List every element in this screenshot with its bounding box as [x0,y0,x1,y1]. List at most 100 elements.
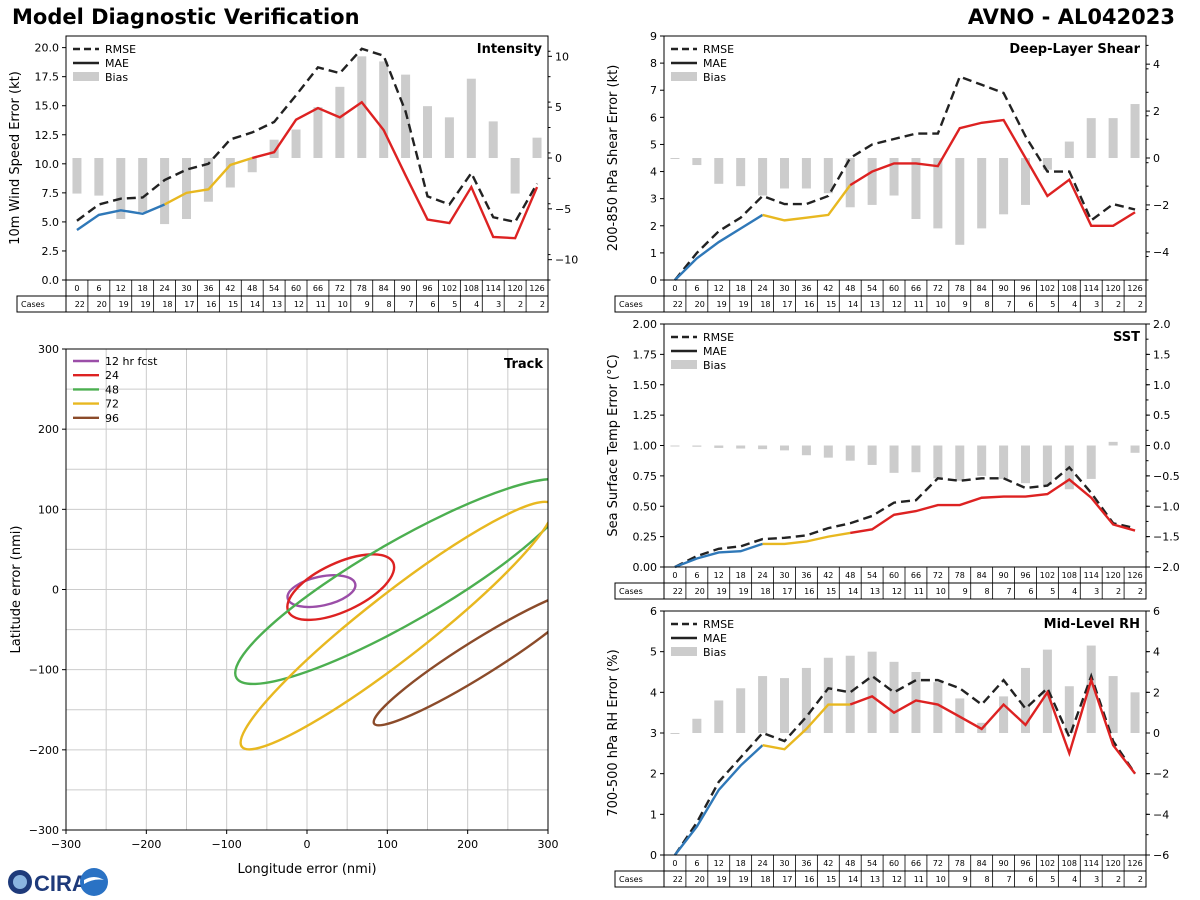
bias-bar [160,158,170,225]
hour-cell: 60 [291,284,301,293]
cases-label: Cases [21,300,45,309]
case-count-cell: 16 [804,587,814,596]
mae-line [674,542,763,569]
case-count-cell: 3 [1094,300,1099,309]
case-count-cell: 7 [408,300,413,309]
hour-cell: 0 [672,284,677,293]
y2-tick-label: −2 [1153,768,1169,781]
hour-cell: 24 [757,859,767,868]
hour-cell: 54 [269,284,279,293]
hour-cell: 90 [998,859,1008,868]
hour-cell: 24 [757,571,767,580]
bias-bar [510,158,520,194]
hour-cell: 78 [955,284,965,293]
bias-bar [736,688,746,733]
bias-bar [736,158,746,187]
y2-tick-label: −0.5 [1153,470,1180,483]
mae-line [850,478,1136,535]
hour-cell: 42 [225,284,235,293]
error-ellipse-96 [372,588,548,727]
mae-line [849,118,1136,227]
y2-tick-label: 1.5 [1153,348,1171,361]
y-tick-label: 1.25 [633,409,658,422]
y-tick-label: 0.00 [633,561,658,574]
y2-tick-label: 6 [1153,605,1160,618]
error-ellipse-48 [234,477,548,686]
bias-bar [845,158,855,208]
bias-bar [466,78,476,158]
y-tick-label: 4 [650,686,657,699]
case-count-cell: 10 [936,587,946,596]
case-count-cell: 19 [738,587,748,596]
hour-cell: 54 [867,284,877,293]
error-ellipse-24 [286,553,396,622]
bias-bar [1108,118,1118,158]
bias-bar [823,158,833,194]
hour-cell: 36 [801,571,811,580]
case-count-cell: 22 [673,875,683,884]
legend-bias-swatch [671,647,697,656]
case-count-cell: 10 [936,875,946,884]
bias-bar [1086,118,1096,158]
case-count-cell: 19 [717,300,727,309]
bias-bar [335,86,345,158]
bias-bar [736,445,746,449]
hour-cell: 96 [1020,284,1030,293]
hour-cell: 0 [672,571,677,580]
case-count-cell: 19 [717,587,727,596]
y-axis-label: Latitude error (nmi) [9,526,24,654]
hour-cell: 48 [845,859,855,868]
case-count-cell: 18 [760,300,770,309]
legend-bias-label: Bias [703,359,726,372]
case-count-cell: 2 [1116,587,1121,596]
bias-bar [225,158,235,188]
legend-bias-label: Bias [105,71,128,84]
hour-cell: 90 [400,284,410,293]
bias-bar [1130,104,1140,158]
y-tick-label: 1.00 [633,440,658,453]
bias-bar [670,158,680,159]
case-count-cell: 2 [518,300,523,309]
case-count-cell: 14 [848,875,858,884]
bias-bar [714,158,724,184]
y2-tick-label: −4 [1153,246,1169,259]
hour-cell: 108 [464,284,479,293]
hour-cell: 24 [159,284,169,293]
bias-bar [801,158,811,189]
panel-sst: 0.000.250.500.751.001.251.501.752.00−2.0… [606,318,1180,600]
panel-intensity: 0.02.55.07.510.012.515.017.520.0−10−5051… [8,35,578,313]
hour-cell: 114 [1084,571,1099,580]
y-tick-label: 6 [650,605,657,618]
bias-bar [823,657,833,733]
mae-line [762,531,851,546]
y2-tick-label: −5 [555,203,571,216]
legend-label: 96 [105,412,119,425]
mae-line [762,184,852,222]
hour-cell: 126 [1127,571,1142,580]
bias-bar [1130,445,1140,453]
hour-cell: 120 [507,284,522,293]
hour-cell: 96 [422,284,432,293]
hour-cell: 108 [1062,284,1077,293]
hour-cell: 18 [736,284,746,293]
case-count-cell: 16 [804,875,814,884]
y-axis-label: Sea Surface Temp Error (°C) [606,354,621,536]
y-tick-label: 0 [650,849,657,862]
hour-cell: 72 [933,571,943,580]
bias-bar [1042,158,1052,170]
y-tick-label: 12.5 [35,129,60,142]
case-count-cell: 17 [184,300,194,309]
y-tick-label: 100 [38,503,59,516]
bias-bar [379,61,389,158]
y2-tick-label: 4 [1153,58,1160,71]
bias-bar [780,445,789,451]
hour-cell: 36 [801,859,811,868]
case-count-cell: 20 [695,875,705,884]
mae-line [674,744,764,856]
cases-row [614,870,1147,888]
y-axis-label: 200-850 hPa Shear Error (kt) [606,65,621,252]
hour-cell: 30 [181,284,191,293]
cases-table: Cases02262012191819241830173616421548145… [614,854,1147,888]
bias-bar [911,672,921,733]
